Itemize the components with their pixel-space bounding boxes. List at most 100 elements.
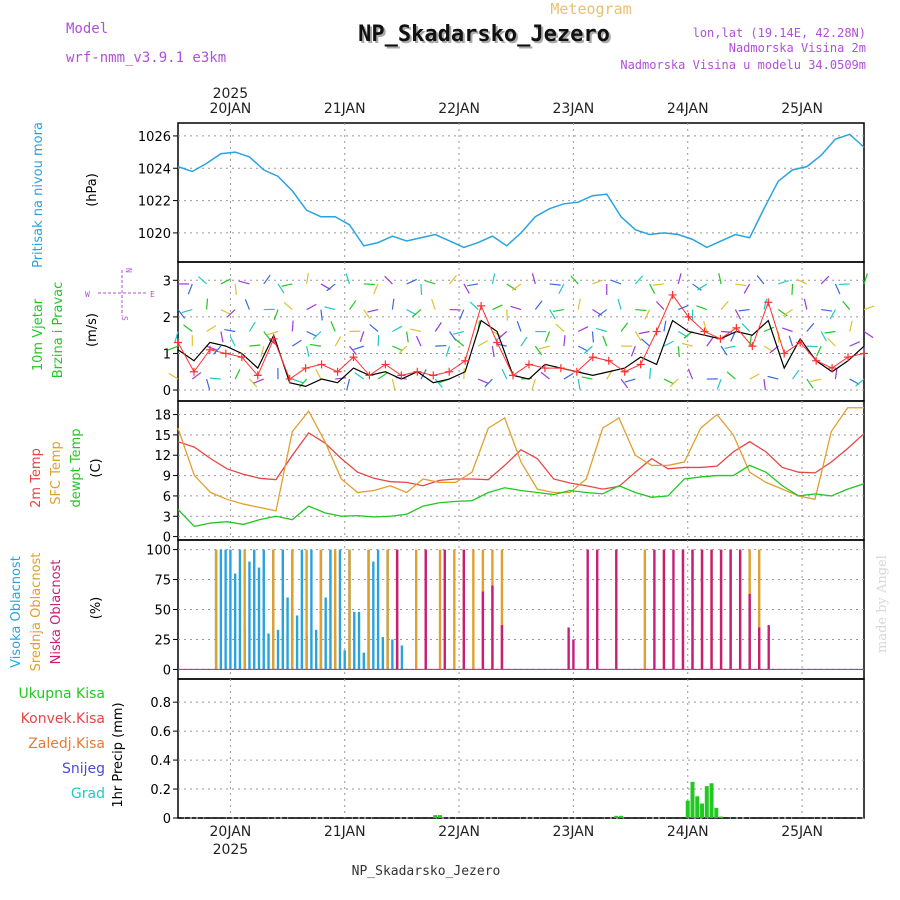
wind-arrow bbox=[634, 275, 644, 285]
wind-arrow bbox=[677, 346, 680, 358]
wind-arrow bbox=[806, 345, 818, 348]
wind-arrow bbox=[781, 327, 793, 333]
cloud-bar bbox=[372, 561, 375, 670]
pressure-frame bbox=[177, 122, 865, 263]
wind-arrow bbox=[635, 308, 647, 312]
wind-unit: (m/s) bbox=[85, 313, 100, 347]
wind-arrow bbox=[363, 283, 375, 286]
wind-gust-marker bbox=[317, 360, 326, 369]
wind-arrow bbox=[849, 341, 861, 347]
compass-east: E bbox=[150, 290, 155, 299]
cloud-bar bbox=[643, 549, 647, 670]
wind-arrow bbox=[692, 283, 702, 291]
cloud-bar bbox=[233, 573, 237, 670]
wind-arrow bbox=[829, 309, 836, 320]
wind-arrow bbox=[540, 371, 550, 380]
bottom-date-label: 20JAN bbox=[210, 824, 252, 840]
wind-arrow bbox=[763, 378, 766, 391]
wind-arrow bbox=[238, 280, 250, 285]
cloud-bar bbox=[748, 593, 751, 670]
y-tick-label: 3 bbox=[163, 510, 171, 525]
wind-arrow bbox=[391, 298, 395, 310]
cloud-bar bbox=[353, 611, 356, 670]
wind-arrow bbox=[206, 345, 218, 351]
temp-side-label-3: dewpt Temp bbox=[69, 428, 84, 507]
precip-bar bbox=[690, 781, 695, 818]
station-title: NP_Skadarsko_Jezero bbox=[358, 22, 610, 47]
precip-legend-item: Konvek.Kisa bbox=[21, 711, 105, 727]
cloud-bar bbox=[334, 549, 337, 670]
wind-arrow bbox=[849, 320, 853, 332]
compass-south: S bbox=[120, 316, 129, 321]
wind-arrow bbox=[681, 342, 693, 347]
bottom-date-label: 24JAN bbox=[667, 824, 709, 840]
y-tick-label: 100 bbox=[146, 544, 171, 559]
wind-arrow bbox=[454, 338, 465, 347]
wind-arrow bbox=[306, 330, 317, 337]
wind-arrow bbox=[168, 372, 179, 380]
wind-gust-marker bbox=[652, 327, 661, 336]
wind-gust-marker bbox=[540, 364, 549, 373]
wind-gust-marker bbox=[509, 371, 518, 380]
wind-arrow bbox=[820, 275, 830, 285]
wind-arrow bbox=[516, 320, 522, 332]
wind-arrow bbox=[649, 368, 652, 380]
wind-arrow bbox=[277, 283, 285, 294]
wind-arrow bbox=[453, 330, 464, 335]
cloud-bar bbox=[443, 549, 446, 670]
y-tick-label: 0 bbox=[163, 663, 171, 678]
y-tick-label: 0 bbox=[163, 812, 171, 827]
wind-arrow bbox=[638, 330, 650, 335]
wind-arrow bbox=[346, 378, 351, 390]
wind-arrow bbox=[267, 330, 279, 336]
wind-arrow bbox=[463, 283, 470, 294]
wind-arrow bbox=[205, 298, 209, 310]
precip-ylabel: 1hr Precip (mm) bbox=[111, 702, 126, 807]
cloud-bar bbox=[572, 639, 575, 670]
wind-arrow bbox=[849, 378, 860, 385]
wind-arrow bbox=[406, 309, 417, 316]
wind-arrow bbox=[592, 279, 603, 285]
wind-gust-marker bbox=[174, 338, 182, 347]
cloud-bar bbox=[300, 549, 304, 670]
wind-gust-marker bbox=[524, 360, 533, 369]
wind-gust-marker bbox=[301, 364, 310, 373]
wind-arrow bbox=[549, 309, 556, 320]
wind-gust-marker bbox=[844, 353, 853, 362]
wind-arrow bbox=[458, 309, 465, 320]
wind-arrow bbox=[570, 275, 579, 285]
y-tick-label: 1020 bbox=[138, 227, 171, 242]
y-tick-label: 1 bbox=[163, 347, 171, 362]
wind-arrow bbox=[863, 331, 874, 339]
wind-arrow bbox=[220, 309, 232, 315]
cloud-bar bbox=[291, 549, 294, 670]
wind-arrow bbox=[577, 298, 581, 310]
cloud-bar bbox=[472, 549, 475, 670]
wind-arrow bbox=[174, 331, 179, 343]
wind-arrow bbox=[706, 336, 714, 347]
wind-arrow bbox=[697, 283, 708, 291]
wind-arrow bbox=[377, 335, 380, 347]
cloud-panel: 0 25 50 75 100 bbox=[146, 539, 865, 680]
wind-arrow bbox=[177, 309, 186, 319]
wind-arrow bbox=[563, 372, 574, 380]
cloud-bar bbox=[386, 549, 389, 670]
precip-bar bbox=[714, 807, 719, 818]
cloud-bar bbox=[586, 549, 589, 670]
wind-arrow bbox=[315, 369, 322, 380]
y-tick-label: 1022 bbox=[138, 195, 171, 210]
wind-gust-marker bbox=[429, 371, 438, 380]
cloud-bar bbox=[596, 549, 599, 670]
wind-gust-marker bbox=[269, 334, 278, 343]
wind-gust-marker bbox=[812, 356, 821, 365]
wind-arrow bbox=[663, 320, 667, 332]
wind-arrow bbox=[581, 376, 593, 380]
wind-arrow bbox=[838, 283, 850, 286]
precip-frame bbox=[177, 678, 865, 819]
precip-legend-item: Zaledj.Kisa bbox=[28, 736, 105, 752]
wind-gust-marker bbox=[381, 360, 390, 369]
wind-gust-marker bbox=[828, 364, 837, 373]
wind-arrow bbox=[677, 304, 689, 311]
wind-arrow bbox=[791, 283, 794, 295]
wind-arrow bbox=[354, 372, 365, 380]
